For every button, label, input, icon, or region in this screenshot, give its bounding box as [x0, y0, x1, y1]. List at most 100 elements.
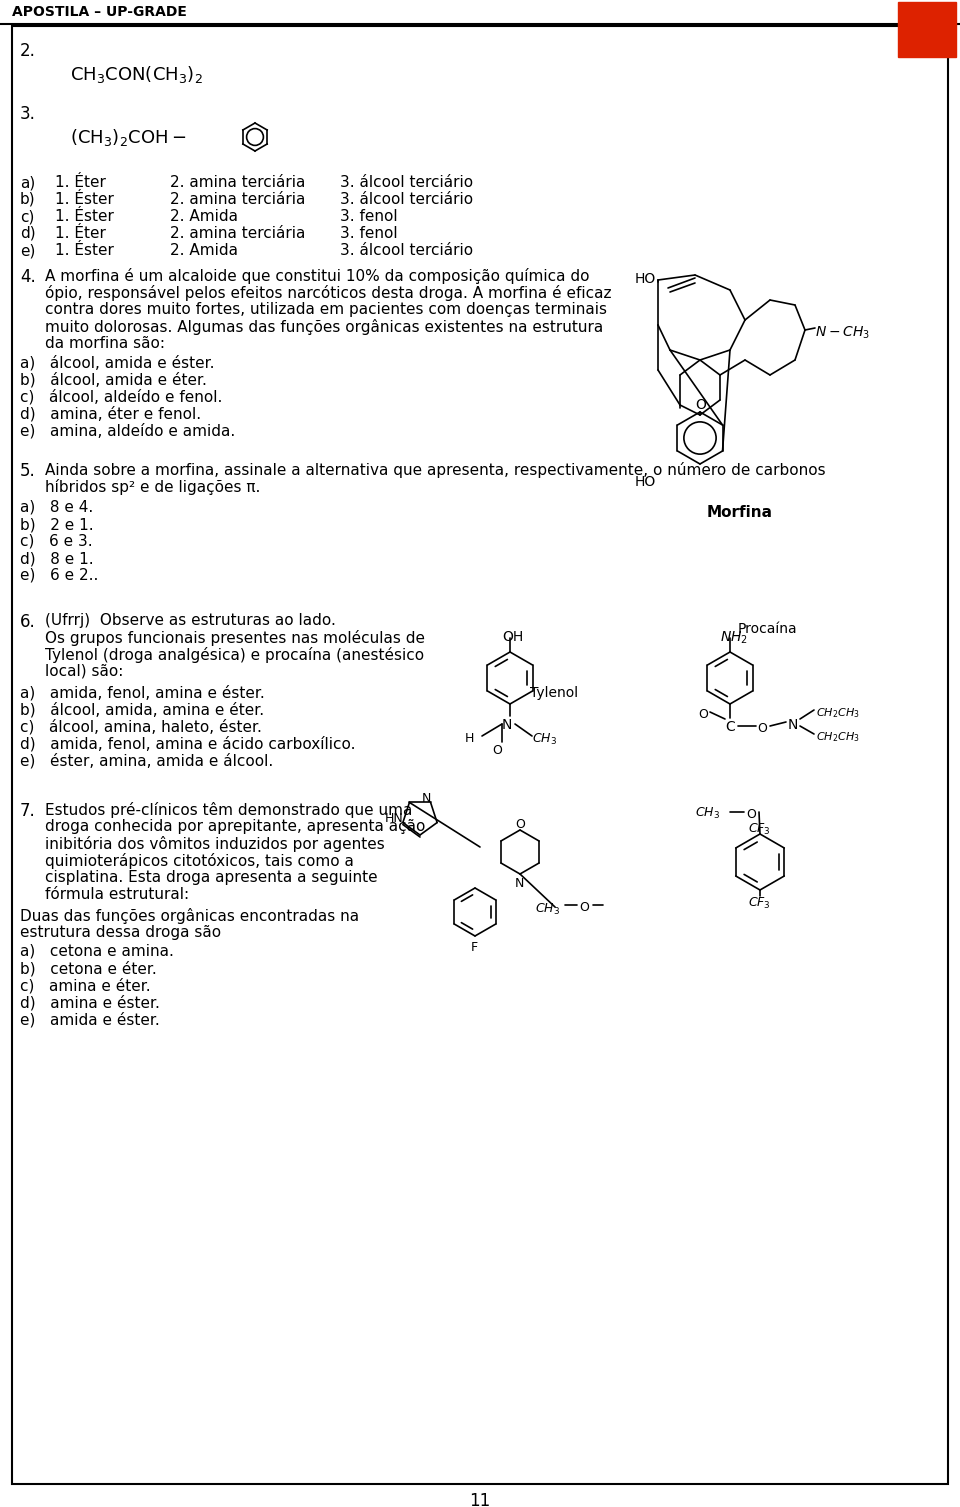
Text: d): d) — [20, 226, 36, 241]
Text: (Ufrrj)  Observe as estruturas ao lado.: (Ufrrj) Observe as estruturas ao lado. — [45, 613, 336, 628]
Text: $CF_3$: $CF_3$ — [748, 821, 771, 836]
Text: Morfina: Morfina — [707, 505, 773, 520]
Text: d)   amida, fenol, amina e ácido carboxílico.: d) amida, fenol, amina e ácido carboxíli… — [20, 735, 355, 752]
Text: 3. fenol: 3. fenol — [340, 226, 397, 241]
Text: 2. amina terciária: 2. amina terciária — [170, 175, 305, 190]
Text: O: O — [695, 398, 706, 411]
Text: fórmula estrutural:: fórmula estrutural: — [45, 888, 189, 903]
Text: 5.: 5. — [20, 463, 36, 481]
Text: $\mathregular{CH_3CON(CH_3)_2}$: $\mathregular{CH_3CON(CH_3)_2}$ — [70, 63, 203, 84]
Text: $CF_3$: $CF_3$ — [748, 897, 771, 912]
Text: HN: HN — [385, 812, 404, 824]
Text: d)   8 e 1.: d) 8 e 1. — [20, 552, 94, 567]
Text: 7.: 7. — [20, 802, 36, 820]
Text: N: N — [788, 717, 799, 732]
Text: b): b) — [20, 191, 36, 206]
Text: 3. álcool terciário: 3. álcool terciário — [340, 191, 473, 206]
Text: d)   amina e éster.: d) amina e éster. — [20, 995, 160, 1011]
Text: a)   amida, fenol, amina e éster.: a) amida, fenol, amina e éster. — [20, 686, 265, 701]
Text: e)   amina, aldeído e amida.: e) amina, aldeído e amida. — [20, 423, 235, 439]
Text: da morfina são:: da morfina são: — [45, 336, 165, 351]
Text: e)   6 e 2..: e) 6 e 2.. — [20, 568, 98, 583]
Text: $\mathregular{(CH_3)_2COH-}$: $\mathregular{(CH_3)_2COH-}$ — [70, 127, 186, 148]
Text: $CH_2CH_3$: $CH_2CH_3$ — [816, 705, 860, 720]
Text: F: F — [471, 940, 478, 954]
Text: 3. álcool terciário: 3. álcool terciário — [340, 175, 473, 190]
Text: Ainda sobre a morfina, assinale a alternativa que apresenta, respectivamente, o : Ainda sobre a morfina, assinale a altern… — [45, 463, 826, 478]
Text: c)   6 e 3.: c) 6 e 3. — [20, 533, 92, 549]
Bar — [0, 0, 960, 24]
Text: b)   álcool, amida, amina e éter.: b) álcool, amida, amina e éter. — [20, 702, 264, 717]
Text: $CH_2CH_3$: $CH_2CH_3$ — [816, 729, 860, 744]
Text: 1. Éter: 1. Éter — [55, 226, 106, 241]
Text: 1. Éter: 1. Éter — [55, 175, 106, 190]
Bar — [898, 2, 956, 57]
Text: muito dolorosas. Algumas das funções orgânicas existentes na estrutura: muito dolorosas. Algumas das funções org… — [45, 319, 603, 335]
Text: Os grupos funcionais presentes nas moléculas de: Os grupos funcionais presentes nas moléc… — [45, 630, 425, 647]
Text: 1. Éster: 1. Éster — [55, 209, 114, 225]
Text: 1. Éster: 1. Éster — [55, 243, 114, 258]
Text: Procaína: Procaína — [738, 622, 798, 636]
Text: C: C — [725, 720, 734, 734]
Text: estrutura dessa droga são: estrutura dessa droga são — [20, 925, 221, 940]
Text: a)   álcool, amida e éster.: a) álcool, amida e éster. — [20, 356, 214, 371]
Text: 2. Amida: 2. Amida — [170, 243, 238, 258]
Text: ópio, responsável pelos efeitos narcóticos desta droga. A morfina é eficaz: ópio, responsável pelos efeitos narcótic… — [45, 285, 612, 301]
Text: Estudos pré-clínicos têm demonstrado que uma: Estudos pré-clínicos têm demonstrado que… — [45, 802, 413, 818]
Text: cisplatina. Esta droga apresenta a seguinte: cisplatina. Esta droga apresenta a segui… — [45, 870, 377, 885]
Text: 1. Éster: 1. Éster — [55, 191, 114, 206]
Text: inibitória dos vômitos induzidos por agentes: inibitória dos vômitos induzidos por age… — [45, 836, 385, 851]
Text: b)   álcool, amida e éter.: b) álcool, amida e éter. — [20, 372, 206, 387]
Text: $N-CH_3$: $N-CH_3$ — [815, 326, 870, 342]
Text: 3.: 3. — [20, 105, 36, 124]
Text: c)   álcool, aldeído e fenol.: c) álcool, aldeído e fenol. — [20, 389, 223, 404]
Text: $NH_2$: $NH_2$ — [720, 630, 748, 647]
Text: híbridos sp² e de ligações π.: híbridos sp² e de ligações π. — [45, 479, 260, 494]
Text: e)   amida e éster.: e) amida e éster. — [20, 1013, 159, 1028]
Text: 6.: 6. — [20, 613, 36, 631]
Text: O: O — [757, 722, 767, 735]
Text: Tylenol: Tylenol — [530, 686, 578, 699]
Text: c)   amina e éter.: c) amina e éter. — [20, 978, 151, 993]
Text: 2. amina terciária: 2. amina terciária — [170, 226, 305, 241]
Text: O: O — [492, 744, 502, 757]
Text: $CH_3$: $CH_3$ — [532, 732, 557, 747]
Text: Duas das funções orgânicas encontradas na: Duas das funções orgânicas encontradas n… — [20, 909, 359, 924]
Text: b)   2 e 1.: b) 2 e 1. — [20, 517, 94, 532]
Text: $CH_3$: $CH_3$ — [535, 903, 560, 918]
Text: a)   cetona e amina.: a) cetona e amina. — [20, 943, 174, 958]
Text: e): e) — [20, 243, 36, 258]
Text: contra dores muito fortes, utilizada em pacientes com doenças terminais: contra dores muito fortes, utilizada em … — [45, 301, 607, 316]
Text: HO: HO — [635, 475, 657, 488]
Text: A morfina é um alcaloide que constitui 10% da composição química do: A morfina é um alcaloide que constitui 1… — [45, 268, 589, 283]
Text: OH: OH — [502, 630, 523, 643]
Text: d)   amina, éter e fenol.: d) amina, éter e fenol. — [20, 405, 202, 422]
Text: O: O — [515, 818, 525, 830]
Text: N: N — [422, 793, 431, 805]
Text: droga conhecida por aprepitante, apresenta ação: droga conhecida por aprepitante, apresen… — [45, 818, 425, 833]
Text: APOSTILA – UP-GRADE: APOSTILA – UP-GRADE — [12, 5, 187, 20]
Text: 2. amina terciária: 2. amina terciária — [170, 191, 305, 206]
Text: O: O — [579, 901, 588, 915]
Text: 4.: 4. — [20, 268, 36, 286]
Text: c)   álcool, amina, haleto, éster.: c) álcool, amina, haleto, éster. — [20, 719, 262, 734]
Text: N: N — [515, 877, 524, 891]
Text: a): a) — [20, 175, 36, 190]
Text: HO: HO — [635, 271, 657, 286]
Text: O: O — [746, 808, 756, 821]
Text: N: N — [502, 717, 513, 732]
Text: a)   8 e 4.: a) 8 e 4. — [20, 500, 93, 515]
Text: O: O — [698, 708, 708, 720]
Text: e)   éster, amina, amida e álcool.: e) éster, amina, amida e álcool. — [20, 754, 274, 769]
Text: UP: UP — [910, 20, 944, 41]
Text: 2. Amida: 2. Amida — [170, 209, 238, 225]
Text: b)   cetona e éter.: b) cetona e éter. — [20, 961, 156, 977]
Text: c): c) — [20, 209, 35, 225]
Text: H: H — [465, 732, 474, 744]
Text: 11: 11 — [469, 1492, 491, 1507]
Text: 3. álcool terciário: 3. álcool terciário — [340, 243, 473, 258]
Text: quimioterápicos citotóxicos, tais como a: quimioterápicos citotóxicos, tais como a — [45, 853, 354, 870]
Text: local) são:: local) são: — [45, 665, 124, 680]
Text: $CH_3$: $CH_3$ — [695, 806, 720, 821]
Text: 2.: 2. — [20, 42, 36, 60]
